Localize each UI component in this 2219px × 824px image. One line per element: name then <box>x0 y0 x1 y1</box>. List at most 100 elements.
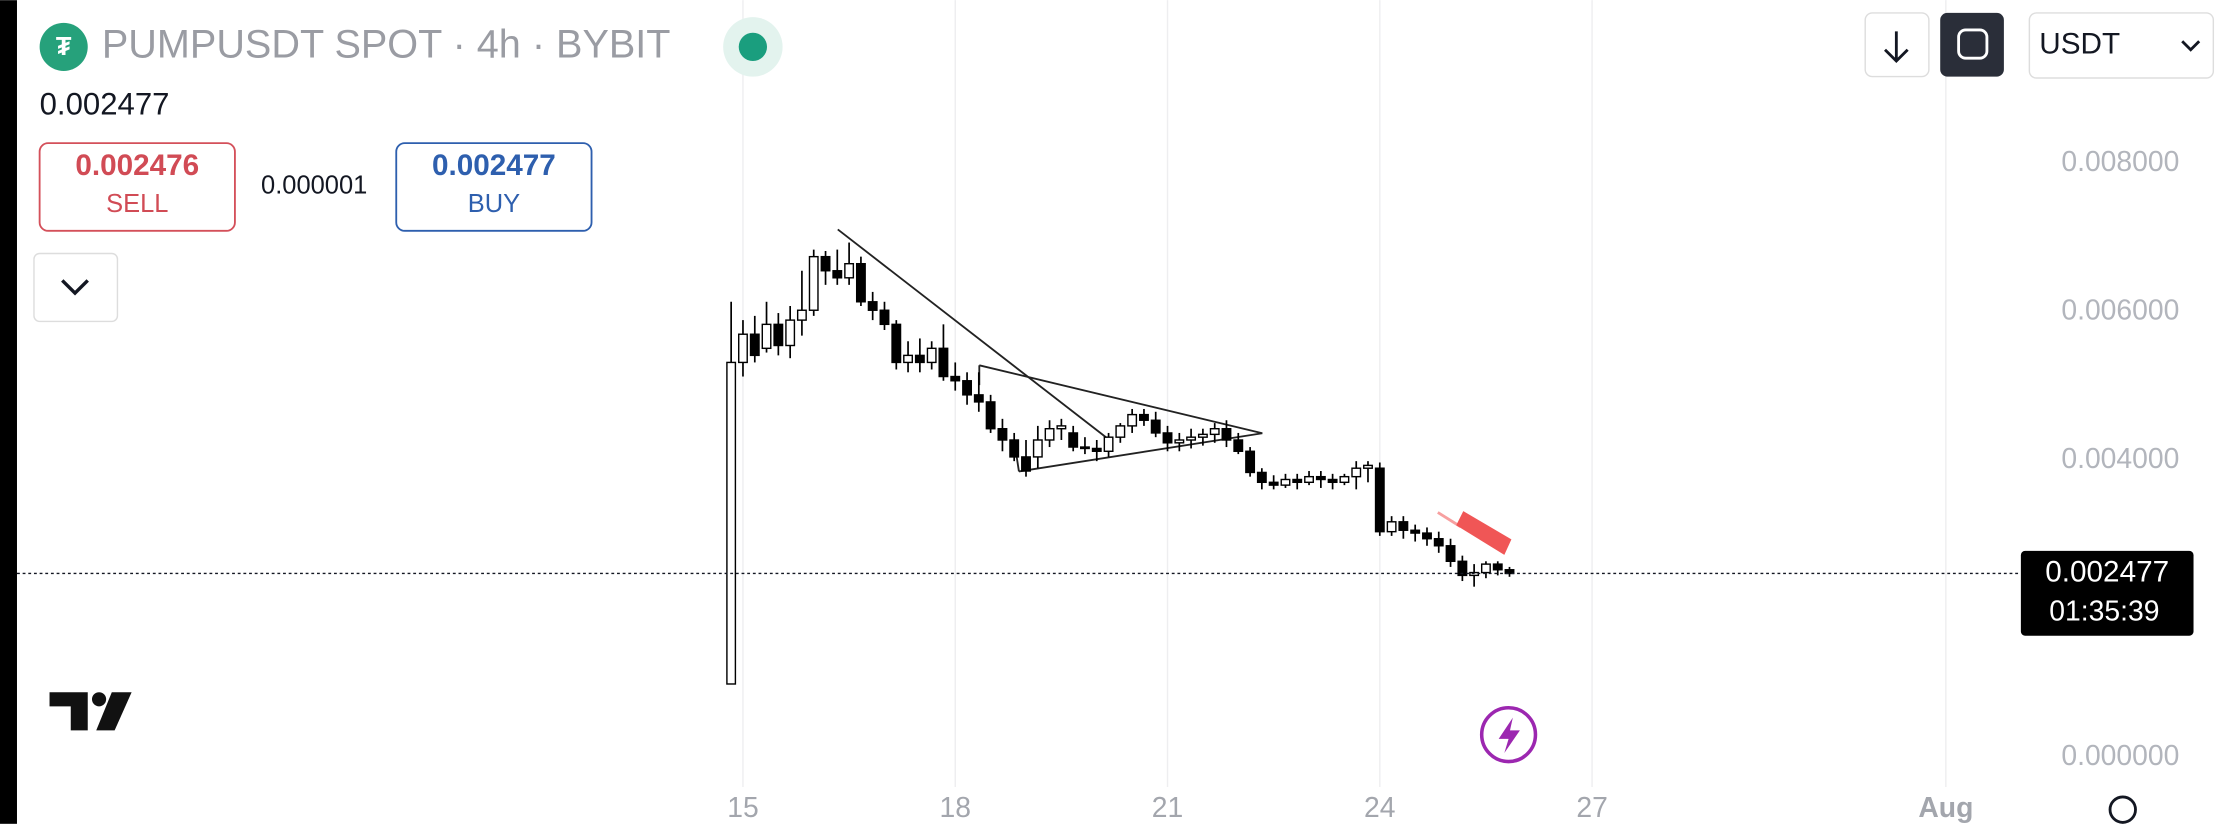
candle-body <box>1327 478 1338 484</box>
price-tag: 0.002477 01:35:39 <box>16 550 2194 636</box>
candle-body <box>1162 432 1173 444</box>
candles <box>726 242 1515 685</box>
x-tick-label: Aug <box>1918 791 1973 823</box>
candle-body <box>855 262 866 303</box>
candle-body <box>1304 475 1314 484</box>
symbol-title: PUMPUSDT SPOT · 4h · BYBIT <box>102 22 671 66</box>
y-tick-label: 0.008000 <box>2061 145 2179 177</box>
currency-select[interactable]: USDT <box>2028 12 2215 79</box>
candle-body <box>1233 439 1244 452</box>
candle-body <box>1315 475 1326 481</box>
download-button[interactable] <box>1864 12 1930 78</box>
candle-body <box>1374 467 1385 533</box>
candle-body <box>749 333 760 357</box>
candle-body <box>726 361 737 685</box>
currency[interactable]: USDT <box>2039 27 2120 60</box>
x-tick-label: 24 <box>1364 791 1395 823</box>
candle-body <box>938 347 949 378</box>
candle-body <box>903 354 914 364</box>
sell-label[interactable]: SELL <box>106 190 168 218</box>
candle-body <box>1068 432 1079 448</box>
settings-icon[interactable] <box>2108 795 2137 824</box>
y-tick-label: 0.006000 <box>2061 293 2179 325</box>
select-chevron[interactable] <box>2181 40 2201 52</box>
fullscreen-icon[interactable] <box>1957 28 1989 60</box>
last-price: 0.002477 <box>40 87 170 122</box>
candle-body <box>844 262 855 279</box>
arrow-drawing <box>1456 511 1512 555</box>
sell-box[interactable] <box>38 142 236 232</box>
buy-price[interactable]: 0.002477 <box>432 149 556 182</box>
candle-body <box>1174 439 1185 444</box>
candle-body <box>761 323 772 350</box>
candle-body <box>879 309 890 326</box>
candle-body <box>1256 471 1267 484</box>
candle-body <box>914 354 925 364</box>
candle-body <box>1150 419 1161 434</box>
candle-body <box>1422 532 1432 540</box>
candle-body <box>820 255 831 272</box>
candle-body <box>1504 569 1515 575</box>
candle-body <box>1492 563 1503 571</box>
candle-body <box>1268 481 1279 486</box>
collapse-button[interactable] <box>33 252 119 323</box>
candle-body <box>785 319 796 347</box>
candle-body <box>1457 560 1468 577</box>
candle-body <box>1091 447 1102 452</box>
candle-body <box>1103 436 1114 452</box>
arrow-tail <box>1437 511 1462 528</box>
candle-body <box>1009 439 1020 458</box>
left-edge <box>0 0 17 824</box>
buy-label[interactable]: BUY <box>468 190 520 218</box>
x-tick-label: 15 <box>727 791 758 823</box>
fullscreen-box[interactable] <box>1940 12 2004 77</box>
grid: 15 18 21 24 27 Aug 0.000000 0.004000 0.006000 0.0… <box>727 0 2179 823</box>
chevron[interactable] <box>61 279 89 296</box>
candle-body <box>1398 521 1409 531</box>
candle-body <box>1386 521 1397 533</box>
candle-body <box>1339 475 1350 484</box>
candle-body <box>1186 436 1197 441</box>
candle-body <box>1079 446 1090 450</box>
candle-body <box>973 394 984 403</box>
candle-body <box>1245 450 1256 474</box>
candle-body <box>1032 439 1043 458</box>
candle-body <box>1127 413 1138 427</box>
status-dot <box>738 32 768 62</box>
candle-body <box>1351 467 1362 478</box>
price-label-box <box>2020 550 2194 636</box>
candle-body <box>1363 464 1373 469</box>
collapse-box[interactable] <box>33 252 119 323</box>
candle-body <box>926 347 937 364</box>
sell-price[interactable]: 0.002476 <box>75 149 199 182</box>
select-box[interactable] <box>2028 12 2215 79</box>
tv-logo <box>49 692 132 731</box>
candle-body <box>1139 413 1149 421</box>
candle-body <box>997 428 1008 441</box>
candle-body <box>1292 478 1303 484</box>
candle-body <box>962 380 973 396</box>
candle-body <box>985 401 996 430</box>
y-tick-label: 0.004000 <box>2061 442 2179 474</box>
tether-logo <box>39 22 88 71</box>
download-icon[interactable] <box>1884 31 1909 64</box>
buy-box[interactable] <box>395 142 593 232</box>
sell-button[interactable]: 0.002476 SELL <box>38 142 236 232</box>
countdown: 01:35:39 <box>2049 595 2159 627</box>
candle-body <box>891 323 902 364</box>
candle-body <box>1209 428 1220 436</box>
candle-body <box>1221 428 1232 441</box>
candle-body <box>738 333 748 364</box>
fullscreen-button[interactable] <box>1940 12 2004 77</box>
candle-body <box>950 375 961 382</box>
buy-button[interactable]: 0.002477 BUY <box>395 142 593 232</box>
candle-body <box>808 255 819 311</box>
candle-body <box>1433 538 1444 547</box>
lightning-icon[interactable] <box>1498 717 1520 754</box>
candle-body <box>1044 428 1055 441</box>
candle-body <box>773 323 784 347</box>
candle-body <box>832 270 843 279</box>
candle-body <box>1480 563 1491 574</box>
candle-body <box>1021 456 1031 472</box>
